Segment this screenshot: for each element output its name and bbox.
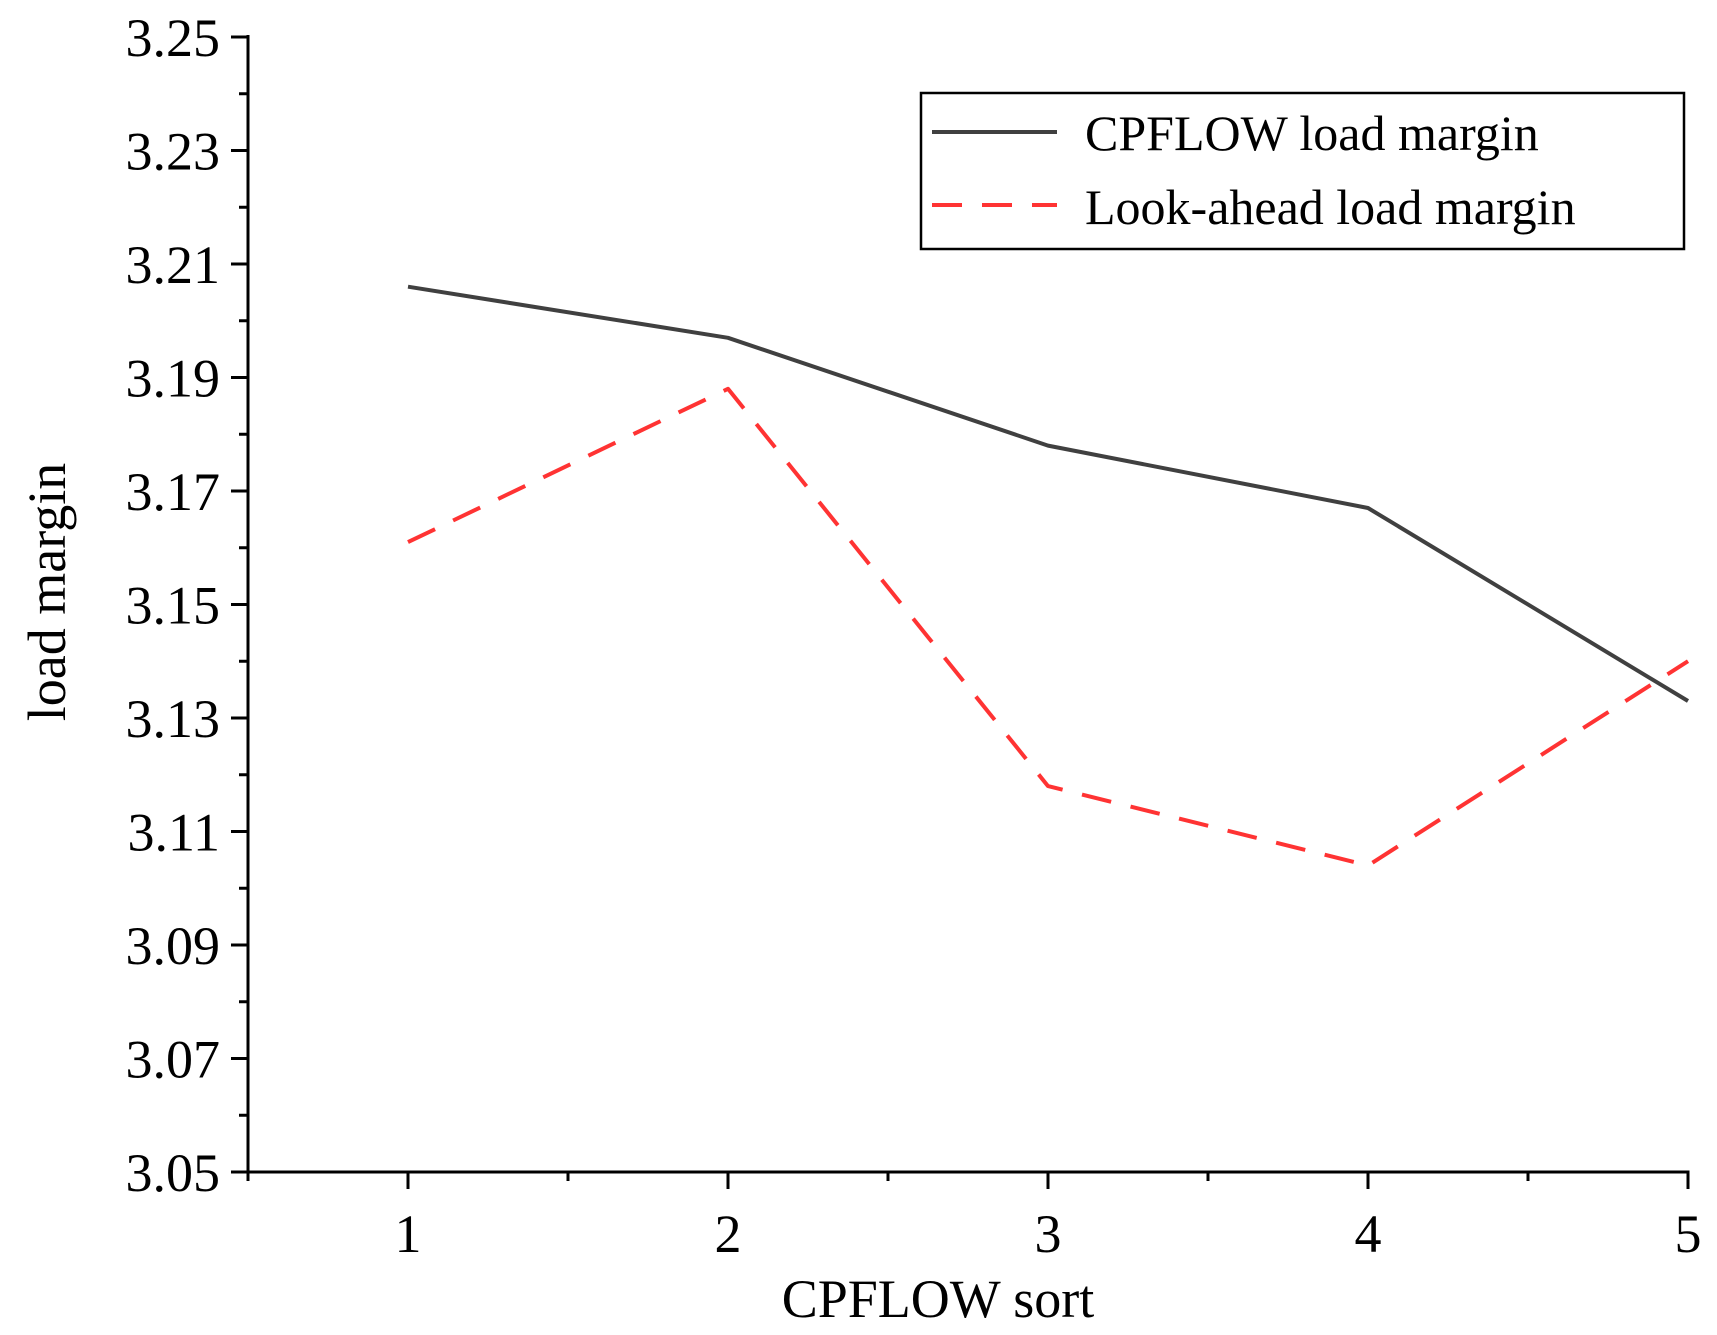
legend-label-look-ahead: Look-ahead load margin (1085, 179, 1576, 235)
x-axis-title: CPFLOW sort (782, 1269, 1095, 1329)
y-axis-title: load margin (17, 463, 77, 721)
series-line-look-ahead (407, 386, 1690, 868)
x-tick-label: 4 (1355, 1204, 1382, 1264)
x-axis-ticks: 1 2 3 4 5 (246, 1172, 1702, 1264)
legend-box (919, 91, 1686, 251)
y-tick-label: 3.25 (126, 8, 221, 68)
y-tick-label: 3.21 (126, 235, 221, 295)
y-tick-label: 3.23 (126, 122, 221, 182)
y-tick-label: 3.11 (128, 803, 221, 863)
series-line-cpflow (407, 284, 1690, 703)
legend-label-cpflow: CPFLOW load margin (1085, 105, 1539, 161)
y-tick-label: 3.05 (126, 1143, 221, 1203)
y-tick-label: 3.09 (126, 916, 221, 976)
y-tick-label: 3.13 (126, 689, 221, 749)
y-tick-label: 3.19 (126, 349, 221, 409)
y-tick-label: 3.07 (126, 1030, 221, 1090)
x-tick-label: 5 (1675, 1204, 1702, 1264)
x-tick-label: 1 (395, 1204, 422, 1264)
x-tick-label: 2 (715, 1204, 742, 1264)
y-axis-ticks: 3.05 3.07 3.09 3.11 3.13 3.15 3.17 3.19 3.21 3.23… (126, 8, 248, 1203)
y-tick-label: 3.15 (126, 576, 221, 636)
x-tick-label: 3 (1035, 1204, 1062, 1264)
y-tick-label: 3.17 (126, 462, 221, 522)
series-lines (407, 284, 1690, 868)
legend: CPFLOW load margin Look-ahead load margi… (919, 91, 1686, 251)
